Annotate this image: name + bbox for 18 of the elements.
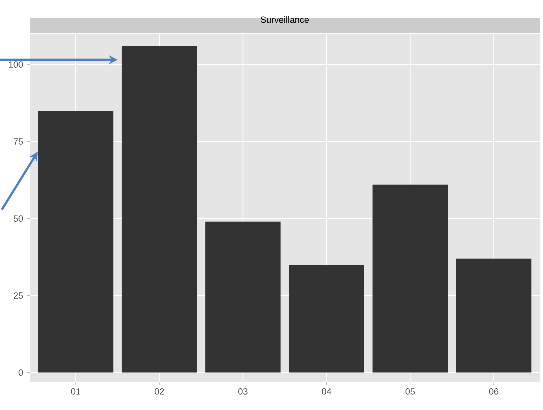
y-tick-label: 75	[14, 138, 24, 145]
bar	[372, 184, 448, 373]
y-tick-label: 0	[18, 370, 24, 376]
x-tick-label: 04	[322, 388, 332, 395]
bar	[122, 46, 198, 373]
y-tick-label: 50	[14, 216, 24, 222]
bar	[38, 110, 114, 373]
x-tick-label: 06	[489, 388, 499, 395]
y-tick-label: 25	[14, 292, 24, 299]
x-tick-label: 02	[154, 388, 164, 395]
x-tick-label: 05	[406, 388, 416, 395]
chart-title: Surveillance	[260, 16, 310, 24]
y-tick-label: 100	[9, 62, 24, 68]
bar	[206, 222, 281, 373]
bar	[289, 264, 364, 373]
bar	[456, 258, 532, 373]
x-tick-label: 03	[238, 388, 248, 395]
x-tick-label: 01	[71, 388, 81, 395]
